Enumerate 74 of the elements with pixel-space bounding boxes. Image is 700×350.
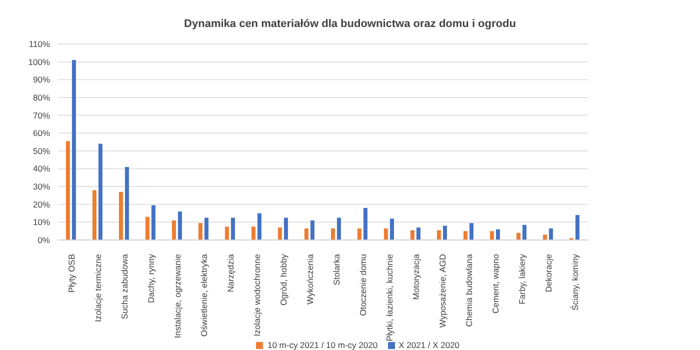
- bar: [66, 141, 70, 240]
- bar: [310, 220, 314, 240]
- bar: [124, 166, 129, 240]
- x-tick-label: Izolacje wodochronne: [252, 254, 262, 336]
- x-tick-label: Instalacje, ogrzewanie: [172, 254, 182, 338]
- x-tick-label: Ściany, kominy: [570, 253, 580, 311]
- x-tick-label: Ogród, hobby: [278, 253, 288, 306]
- bar: [442, 226, 447, 240]
- y-tick-label: 50%: [32, 146, 50, 156]
- bar: [224, 226, 229, 240]
- bar: [145, 216, 150, 240]
- x-tick-label: Dekoracje: [543, 254, 554, 292]
- x-tick-label: Płyty OSB: [66, 254, 76, 293]
- bar: [230, 218, 235, 240]
- x-tick-label: Otoczenie domu: [358, 254, 368, 316]
- x-tick-label: Wyposażenie, AGD: [437, 254, 448, 328]
- bar: [72, 60, 76, 240]
- y-tick-label: 0%: [38, 235, 50, 246]
- bar: [118, 192, 123, 240]
- x-tick-label: Stolarka: [331, 254, 342, 286]
- y-tick-label: 10%: [32, 217, 50, 228]
- x-tick-label: Motoryzacja: [410, 254, 421, 300]
- bar: [98, 144, 102, 240]
- x-tick-label: Oświetlenie, elektryka: [198, 254, 209, 337]
- bar: [463, 231, 468, 240]
- bar: [516, 232, 520, 240]
- bar: [178, 211, 182, 240]
- x-tick-label: Cement, wapno: [490, 254, 500, 314]
- y-tick-label: 20%: [32, 199, 50, 210]
- bar: [172, 220, 176, 240]
- bar: [251, 226, 256, 240]
- bar: [363, 208, 368, 240]
- x-tick-label: Farby, lakiery: [516, 253, 527, 304]
- y-tick-label: 40%: [32, 164, 50, 174]
- y-tick-label: 90%: [32, 74, 50, 85]
- legend-label: X 2021 / X 2020: [398, 340, 460, 350]
- bar: [490, 231, 494, 240]
- x-tick-label: Płytki, łazienki, kuchnie: [384, 254, 394, 342]
- bar: [278, 228, 282, 240]
- y-tick-label: 60%: [32, 128, 50, 138]
- bar: [304, 228, 308, 240]
- bar: [496, 229, 500, 240]
- bar: [330, 228, 335, 240]
- bar: [384, 228, 388, 240]
- legend-label: 10 m-cy 2021 / 10 m-cy 2020: [267, 340, 378, 350]
- bar: [522, 224, 526, 240]
- bar: [390, 218, 394, 240]
- bar: [92, 190, 96, 240]
- bar: [469, 223, 474, 240]
- bar: [548, 228, 553, 240]
- y-tick-label: 110%: [28, 39, 50, 50]
- bar: [257, 213, 262, 240]
- bar: [357, 228, 362, 240]
- bar: [284, 218, 288, 240]
- y-tick-label: 100%: [28, 56, 50, 67]
- bar: [436, 230, 441, 240]
- x-tick-label: Sucha zabudowa: [119, 254, 130, 320]
- y-tick-label: 70%: [32, 110, 50, 120]
- x-tick-label: Dachy, rynny: [146, 253, 156, 303]
- bar: [542, 234, 547, 240]
- bar: [416, 228, 420, 240]
- bar: [336, 218, 341, 240]
- x-tick-label: Narzędzia: [225, 254, 236, 292]
- bar: [204, 218, 208, 240]
- y-tick-label: 30%: [32, 182, 50, 192]
- bar: [575, 215, 580, 240]
- x-tick-label: Izolacje termiczne: [92, 254, 103, 322]
- chart-title: Dynamika cen materiałów dla budownictwa oraz domu i ogrodu: [183, 17, 517, 32]
- x-tick-label: Wykończenia: [304, 254, 315, 304]
- bar: [198, 223, 202, 240]
- x-tick-label: Chemia budowlana: [464, 254, 474, 327]
- y-tick-label: 80%: [32, 92, 50, 102]
- bar: [151, 205, 156, 240]
- bar: [410, 230, 414, 240]
